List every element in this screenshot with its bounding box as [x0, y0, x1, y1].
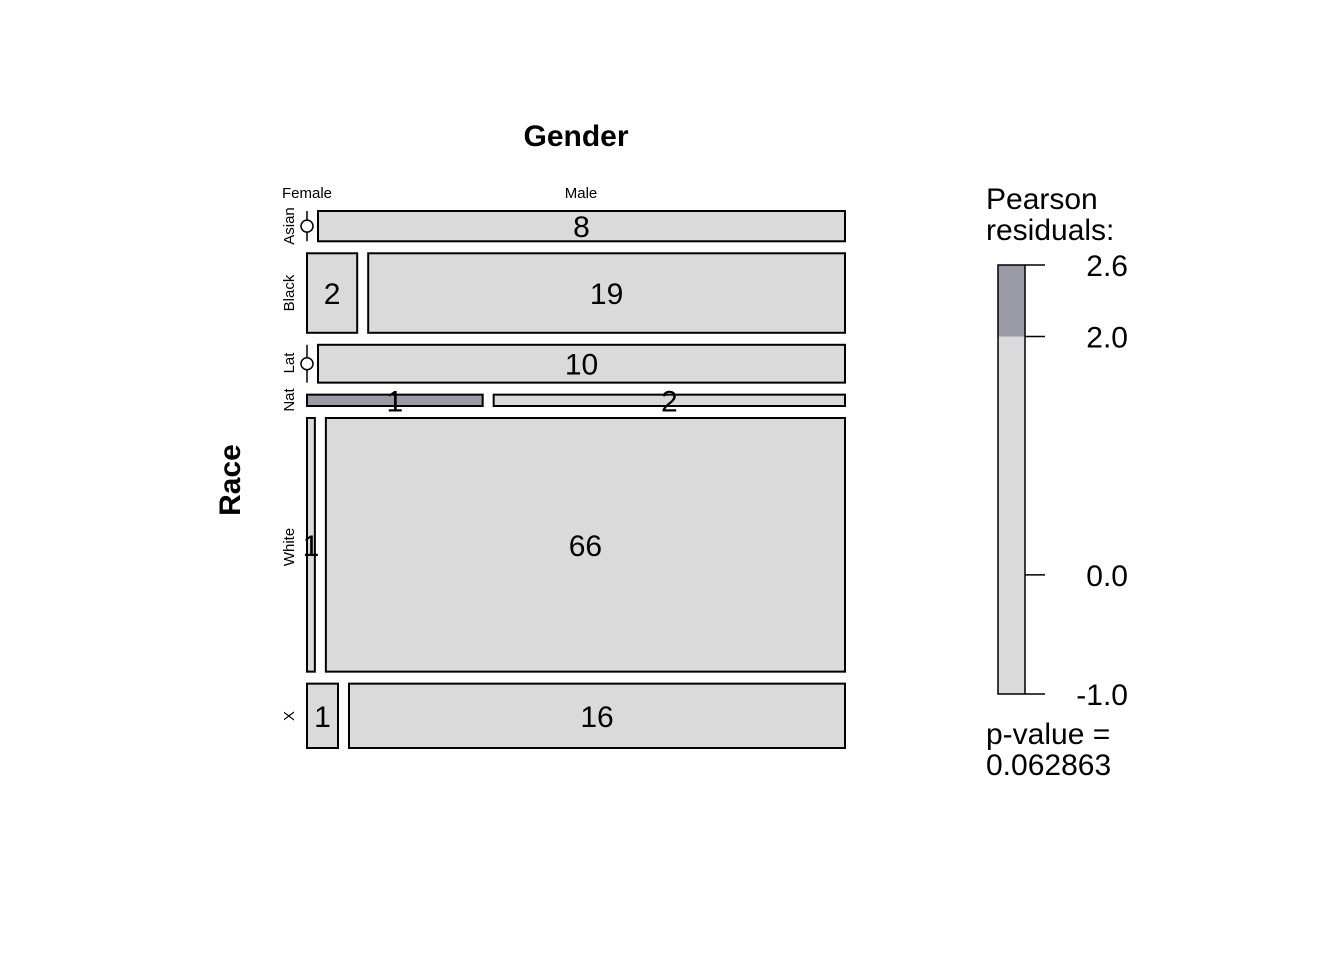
- count-label-lat-male: 10: [565, 349, 598, 382]
- count-label-black-male: 19: [590, 278, 623, 311]
- legend-tick-label-1: 2.0: [1086, 322, 1128, 355]
- count-label-nat-female: 1: [386, 385, 403, 418]
- tile-nat-female: [306, 393, 484, 407]
- legend-band-shaded: [998, 265, 1025, 337]
- tile-nat-male: [492, 393, 846, 407]
- legend-color-bar: 2.6 2.0 0.0 -1.0: [997, 250, 1128, 712]
- count-label-white-female: 1: [303, 530, 320, 563]
- tile-white-male: [324, 417, 846, 673]
- y-axis-title: Race: [214, 444, 247, 516]
- p-value-number: 0.062863: [986, 749, 1111, 782]
- tile-x-male: [348, 682, 846, 750]
- row-label-white: White: [281, 528, 298, 566]
- row-label-black: Black: [281, 274, 298, 311]
- tile-lat-male: [317, 343, 846, 384]
- tile-black-female: [306, 252, 359, 334]
- row-label-x: X: [281, 711, 298, 721]
- column-label-male: Male: [565, 185, 598, 202]
- count-label-asian-male: 8: [573, 211, 590, 244]
- tile-x-female: [306, 682, 339, 750]
- tile-white-female: [306, 417, 316, 673]
- zero-cell-marker-lat-female: [300, 356, 314, 371]
- legend-tick-label-2: 0.0: [1086, 560, 1128, 593]
- legend-band-neutral: [998, 336, 1025, 694]
- row-label-nat: Nat: [281, 387, 298, 411]
- count-label-x-female: 1: [314, 701, 331, 734]
- legend-bar-frame: [997, 264, 1026, 695]
- p-value-label: p-value =: [986, 718, 1110, 751]
- zero-cell-marker-asian-female: [300, 219, 314, 233]
- legend-title-line2: residuals:: [986, 214, 1114, 247]
- count-label-white-male: 66: [569, 530, 602, 563]
- row-label-asian: Asian: [281, 207, 298, 245]
- chart-title: Gender: [523, 120, 628, 153]
- legend-tick-label-0: 2.6: [1086, 250, 1128, 283]
- count-label-x-male: 16: [580, 701, 613, 734]
- tile-asian-male: [317, 210, 846, 243]
- legend-title-line1: Pearson: [986, 183, 1098, 216]
- column-label-female: Female: [282, 185, 332, 202]
- count-label-nat-male: 2: [661, 385, 678, 418]
- legend-tick-label-3: -1.0: [1076, 679, 1128, 712]
- count-label-black-female: 2: [324, 278, 341, 311]
- mosaic-tiles: 8 2 19 10 1 2 1 66 1 16: [300, 210, 846, 750]
- row-label-lat: Lat: [281, 352, 298, 374]
- tile-black-male: [367, 252, 846, 334]
